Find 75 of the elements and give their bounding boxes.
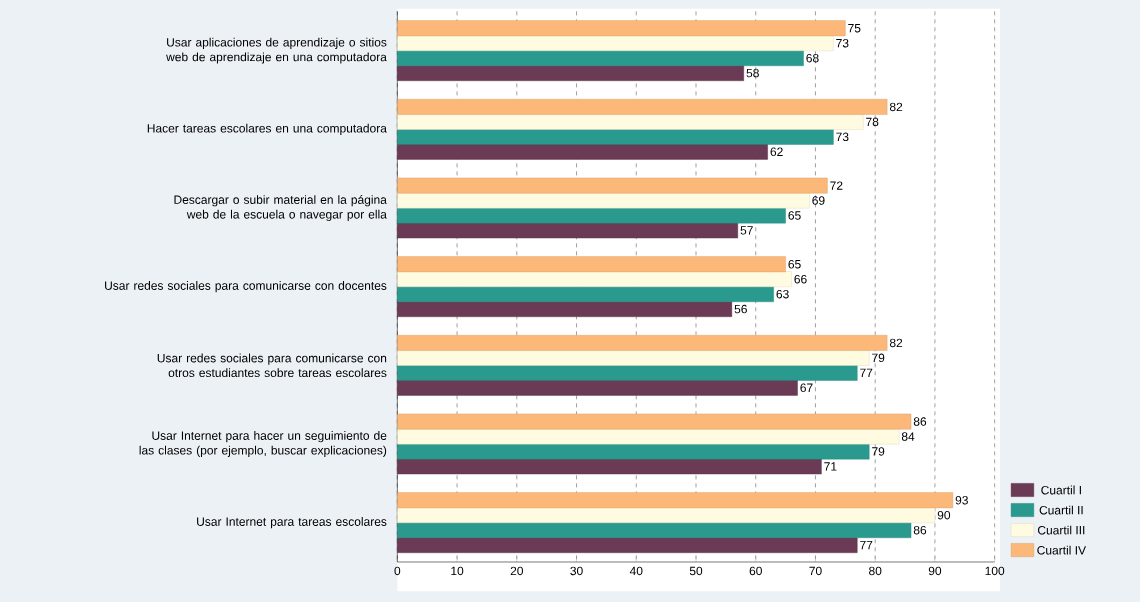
data-label: 63 — [776, 289, 789, 299]
data-label: 67 — [800, 383, 813, 392]
bar — [397, 222, 739, 239]
x-tick-label: 90 — [928, 566, 942, 576]
data-label: 66 — [794, 274, 807, 284]
data-label: 90 — [937, 510, 951, 520]
y-tick-label: Usar Internet para tareas escolares — [197, 517, 387, 529]
data-label: 72 — [830, 181, 843, 190]
bar — [397, 443, 870, 460]
data-label: 78 — [866, 117, 879, 127]
y-tick-label: Usar redes sociales para comunicarse con otros estudiantes sobre tareas escolares — [157, 353, 387, 378]
data-label: 58 — [746, 68, 759, 78]
y-tick-label: Usar Internet para hacer un seguimiento de las clases (por ejemplo, buscar explicaciones) — [139, 431, 387, 457]
y-tick-label: Hacer tareas escolares en una computadora — [147, 123, 387, 135]
legend-label: Cuartil III — [1037, 525, 1085, 535]
data-label: 79 — [872, 353, 885, 363]
x-tick-label: 80 — [869, 566, 882, 576]
bar — [397, 177, 828, 194]
bar — [397, 349, 870, 366]
x-tick-label: 30 — [570, 566, 583, 576]
y-tick-label: Descargar o subir material en la página web de la escuela o navegar por ella — [174, 194, 387, 221]
bar — [397, 379, 798, 396]
x-tick-label: 0 — [394, 566, 401, 576]
x-tick-label: 40 — [629, 566, 643, 576]
legend-label: Cuartil I — [1041, 485, 1081, 495]
data-label: 57 — [740, 226, 753, 235]
bar — [397, 113, 864, 130]
data-label: 65 — [788, 259, 801, 269]
data-label: 77 — [860, 540, 873, 550]
data-label: 73 — [836, 38, 849, 48]
data-label: 69 — [812, 196, 825, 205]
bar — [397, 192, 810, 209]
legend-label: Cuartil II — [1039, 505, 1083, 515]
data-label: 56 — [734, 304, 747, 314]
data-label: 82 — [889, 338, 903, 348]
data-label: 68 — [806, 53, 819, 63]
bar — [397, 301, 733, 317]
bar — [397, 99, 888, 115]
bar — [397, 35, 834, 52]
bar — [397, 492, 954, 509]
bar — [397, 428, 900, 445]
bar — [397, 65, 744, 81]
data-label: 86 — [913, 417, 927, 426]
data-label: 73 — [836, 132, 849, 142]
x-tick-label: 10 — [451, 566, 464, 576]
bar — [397, 207, 786, 224]
x-tick-label: 100 — [985, 566, 1005, 576]
bar — [397, 256, 786, 273]
bar — [397, 335, 888, 351]
bar — [397, 522, 912, 538]
legend-label: Cuartil IV — [1037, 545, 1086, 555]
data-label: 75 — [848, 24, 861, 33]
y-tick-label: Usar redes sociales para comunicarse con docentes — [105, 281, 387, 293]
y-tick-label: Usar aplicaciones de aprendizaje o sitios web de aprendizaje en una computadora — [166, 37, 387, 64]
data-label: 86 — [913, 525, 927, 535]
bar — [397, 413, 912, 430]
bar — [397, 20, 846, 37]
bar — [397, 364, 858, 381]
data-label: 77 — [860, 368, 873, 377]
data-label: 65 — [788, 211, 801, 220]
data-label: 71 — [824, 462, 837, 471]
bar — [397, 128, 834, 145]
data-label: 84 — [901, 432, 915, 441]
data-label: 93 — [955, 495, 968, 505]
bar — [397, 537, 858, 553]
bar — [397, 271, 792, 288]
x-tick-label: 70 — [809, 566, 822, 576]
x-tick-label: 50 — [689, 566, 703, 576]
data-label: 62 — [770, 147, 783, 157]
x-tick-label: 60 — [749, 566, 762, 576]
data-label: 82 — [889, 102, 903, 112]
bar — [397, 143, 768, 160]
data-label: 79 — [872, 447, 885, 456]
bar — [397, 458, 822, 475]
x-tick-label: 20 — [510, 566, 524, 576]
